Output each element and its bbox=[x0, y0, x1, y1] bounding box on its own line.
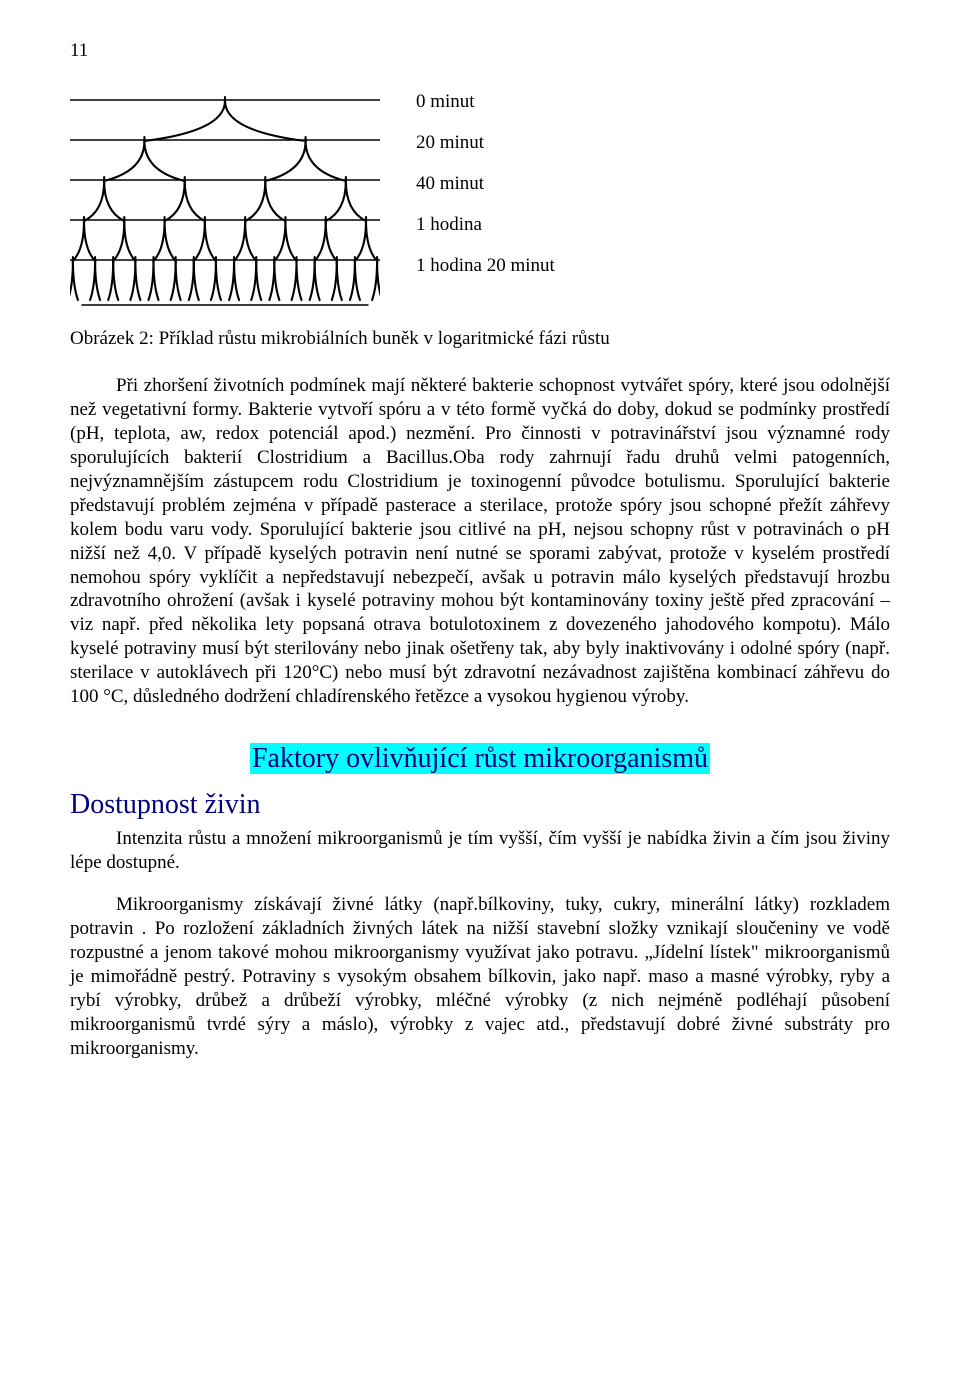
main-paragraph: Při zhoršení životních podmínek mají něk… bbox=[70, 374, 890, 709]
page-number: 11 bbox=[70, 40, 890, 62]
time-label-3: 1 hodina bbox=[416, 215, 555, 234]
figure-block: 0 minut 20 minut 40 minut 1 hodina 1 hod… bbox=[70, 80, 890, 310]
time-labels-column: 0 minut 20 minut 40 minut 1 hodina 1 hod… bbox=[416, 80, 555, 275]
paragraph-3: Mikroorganismy získávají živné látky (na… bbox=[70, 893, 890, 1061]
growth-tree-diagram bbox=[70, 80, 380, 310]
time-label-2: 40 minut bbox=[416, 174, 555, 193]
time-label-4: 1 hodina 20 minut bbox=[416, 256, 555, 275]
subsection-title: Dostupnost živin bbox=[70, 789, 890, 821]
time-label-0: 0 minut bbox=[416, 92, 555, 111]
paragraph-2: Intenzita růstu a množení mikroorganismů… bbox=[70, 827, 890, 875]
section-title: Faktory ovlivňující růst mikroorganismů bbox=[250, 743, 710, 774]
figure-caption: Obrázek 2: Příklad růstu mikrobiálních b… bbox=[70, 328, 890, 350]
time-label-1: 20 minut bbox=[416, 133, 555, 152]
section-title-banner: Faktory ovlivňující růst mikroorganismů bbox=[70, 743, 890, 775]
page: 11 0 minut 20 minut 40 minut 1 hodina 1 … bbox=[0, 0, 960, 1139]
